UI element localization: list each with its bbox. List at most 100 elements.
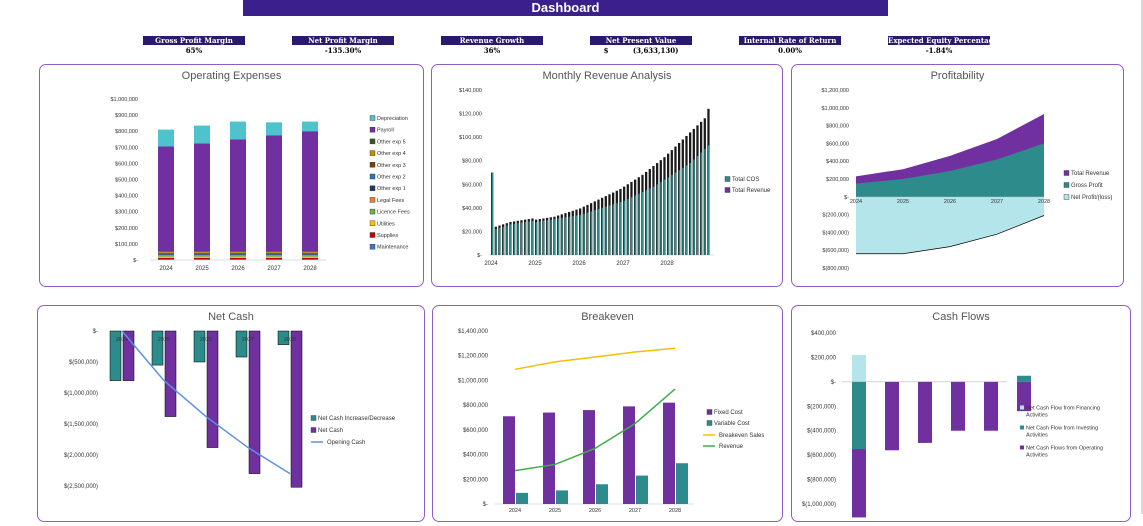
cos-bar <box>550 219 552 255</box>
cos-bar <box>671 174 673 255</box>
variable-cost-bar <box>556 490 568 504</box>
cash-flow-bar <box>1017 375 1031 382</box>
cash-flow-bar <box>1017 381 1031 412</box>
legend-label: Breakeven Sales <box>719 433 764 439</box>
kpi-revenue-growth: Revenue Growth 36% <box>441 36 543 56</box>
legend-label: Other exp 5 <box>377 139 406 145</box>
window-edge <box>1141 0 1143 514</box>
bar-segment <box>230 259 246 260</box>
y-tick-label: $600,000 <box>826 141 849 147</box>
legend-swatch <box>724 187 731 193</box>
cos-bar <box>542 220 545 255</box>
bar-segment <box>266 259 282 260</box>
y-tick-label: $400,000 <box>826 159 849 165</box>
bar-segment <box>266 255 282 257</box>
x-tick-label: 2026 <box>944 199 956 205</box>
cos-bar <box>674 172 677 255</box>
bar-segment <box>194 251 210 253</box>
net-cash-change-bar <box>277 330 290 345</box>
cos-bar <box>517 223 519 255</box>
bar-segment <box>194 125 210 144</box>
y-tick-label: $40,000 <box>462 206 482 212</box>
variable-cost-bar <box>516 492 528 504</box>
net-cash-change-bar <box>151 330 164 366</box>
y-tick-label: $(200,000) <box>807 404 836 410</box>
bar-segment <box>158 146 174 252</box>
cos-bar <box>495 229 497 255</box>
cos-bar <box>531 220 534 255</box>
chart-title: Cash Flows <box>932 311 990 323</box>
bar-segment <box>194 253 210 255</box>
legend-label-cont: Activities <box>1026 453 1048 459</box>
y-tick-label: $200,000 <box>826 177 849 183</box>
chart-title: Monthly Revenue Analysis <box>542 70 672 82</box>
legend-label: Total Revenue <box>1071 171 1110 177</box>
cos-bar <box>608 205 611 255</box>
legend-swatch <box>706 420 713 426</box>
bar-segment <box>158 255 174 257</box>
cos-bar <box>513 223 516 255</box>
cos-bar <box>502 226 505 255</box>
legend-label: Total Revenue <box>732 188 771 194</box>
legend-label: Net Profit/(loss) <box>1071 195 1112 201</box>
cos-bar <box>586 212 589 255</box>
y-tick-label: $(2,500,000) <box>64 484 98 490</box>
legend-label: Other exp 1 <box>377 186 406 192</box>
cos-bar <box>656 184 659 255</box>
kpi-label: Revenue Growth <box>441 36 543 45</box>
y-tick-label: $- <box>477 253 482 259</box>
bar-segment <box>158 253 174 255</box>
y-tick-label: $400,000 <box>811 331 837 337</box>
cos-bar <box>557 218 560 255</box>
chart-title: Operating Expenses <box>181 70 282 82</box>
bar-segment <box>302 251 318 252</box>
y-tick-label: $- <box>831 380 836 386</box>
fixed-cost-bar <box>543 412 555 504</box>
cash-flow-bar <box>984 381 998 431</box>
legend-swatch <box>1063 194 1070 200</box>
legend-label: Gross Profit <box>1071 183 1103 189</box>
kpi-label: Expected Equity Percentage <box>888 36 990 45</box>
cos-bar <box>498 227 501 255</box>
legend-swatch <box>369 138 376 145</box>
legend-swatch <box>369 127 376 133</box>
legend-swatch <box>1063 170 1070 176</box>
y-tick-label: $800,000 <box>826 124 849 130</box>
bar-segment <box>266 254 282 256</box>
cos-bar <box>553 219 556 255</box>
cos-bar <box>506 225 508 255</box>
x-tick-label: 2027 <box>629 508 641 514</box>
bar-segment <box>194 256 210 257</box>
y-tick-label: $800,000 <box>463 403 489 409</box>
bar-segment <box>230 121 246 140</box>
opening-cash-line <box>121 330 291 475</box>
legend-swatch <box>724 176 731 182</box>
bar-segment <box>230 139 246 252</box>
legend-swatch <box>1020 425 1024 430</box>
y-tick-label: $(1,000,000) <box>802 502 836 508</box>
net-cash-bar <box>164 330 177 417</box>
kpi-net-present-value: Net Present Value $ (3,633,130) <box>590 36 692 56</box>
bar-segment <box>266 256 282 257</box>
y-tick-label: $(1,000,000) <box>64 391 98 397</box>
y-tick-label: $120,000 <box>459 112 482 118</box>
net-cash-bar <box>206 330 219 448</box>
monthly-revenue-panel: Monthly Revenue Analysis $140,000 $120,00… <box>431 64 783 287</box>
cos-bar <box>638 193 640 255</box>
bar-segment <box>230 257 246 260</box>
cos-bar <box>520 222 523 255</box>
legend-label: Other exp 4 <box>377 151 406 157</box>
legend-swatch <box>369 232 376 238</box>
y-tick-label: $600,000 <box>463 428 489 434</box>
variable-cost-bar <box>596 484 608 504</box>
gross-profit-area <box>856 143 1044 197</box>
bar-segment <box>302 253 318 255</box>
fixed-cost-bar <box>623 406 635 504</box>
bar-segment <box>302 252 318 254</box>
bar-segment <box>302 259 318 260</box>
y-tick-label: $1,400,000 <box>458 329 489 335</box>
x-tick-label: 2026 <box>231 266 245 272</box>
y-tick-label: $(400,000) <box>822 230 849 236</box>
legend-swatch <box>1020 445 1024 450</box>
bar-segment <box>158 254 174 256</box>
